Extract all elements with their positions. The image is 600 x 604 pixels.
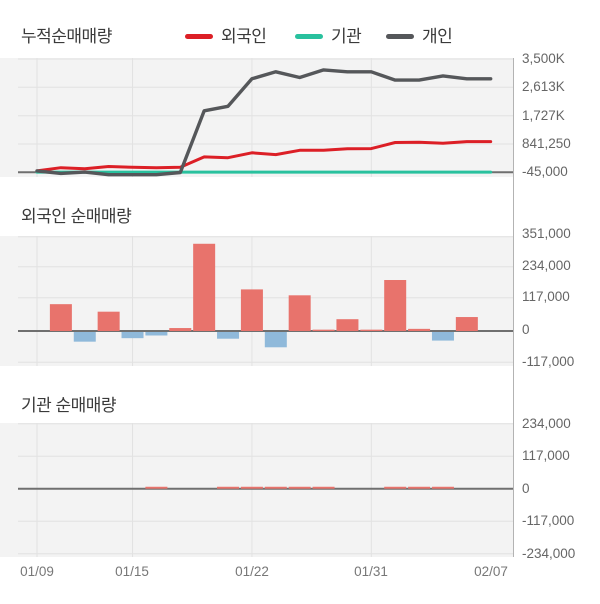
y-tick-label: 841,250 — [522, 136, 571, 151]
institution-chart-svg — [18, 423, 513, 557]
institution-panel-title: 기관 순매매량 — [21, 396, 117, 415]
institution-line-swatch — [295, 34, 323, 39]
y-tick-label: 117,000 — [522, 289, 570, 304]
y-tick-label: 234,000 — [522, 416, 571, 431]
y-tick-label: 351,000 — [522, 226, 571, 241]
individual-line-swatch — [386, 34, 414, 39]
y-tick-label: 234,000 — [522, 258, 571, 273]
y-tick-label: -45,000 — [522, 164, 568, 179]
legend-item-foreigner: 외국인 — [185, 27, 281, 49]
y-tick-label: -117,000 — [522, 354, 575, 369]
plot-right-border — [513, 58, 514, 557]
x-tick-label: 02/07 — [474, 564, 508, 579]
y-tick-label: -117,000 — [522, 513, 575, 528]
x-tick-label: 01/15 — [115, 564, 149, 579]
y-tick-label: 2,613K — [522, 79, 565, 94]
y-tick-label: 117,000 — [522, 448, 570, 463]
y-tick-label: 0 — [522, 481, 530, 496]
y-tick-label: 3,500K — [522, 51, 565, 66]
foreigner-panel-title: 외국인 순매매량 — [21, 207, 132, 226]
legend-item-institution: 기관 — [295, 27, 375, 49]
cumulative-chart-svg — [18, 58, 513, 177]
legend-item-individual: 개인 — [386, 27, 466, 49]
legend-label-institution: 기관 — [331, 27, 362, 46]
legend-label-individual: 개인 — [422, 27, 453, 46]
x-tick-label: 01/31 — [354, 564, 388, 579]
y-tick-label: 0 — [522, 322, 530, 337]
x-tick-label: 01/22 — [235, 564, 269, 579]
page-title: 누적순매매량 — [21, 27, 112, 46]
institution-panel — [0, 423, 513, 557]
foreigner-chart-svg — [18, 236, 513, 366]
cumulative-panel — [0, 58, 513, 177]
legend-label-foreigner: 외국인 — [221, 27, 267, 46]
y-tick-label: -234,000 — [522, 546, 576, 561]
y-tick-label: 1,727K — [522, 108, 565, 123]
foreigner-line-swatch — [185, 34, 213, 39]
foreigner-panel — [0, 236, 513, 366]
x-tick-label: 01/09 — [20, 564, 54, 579]
